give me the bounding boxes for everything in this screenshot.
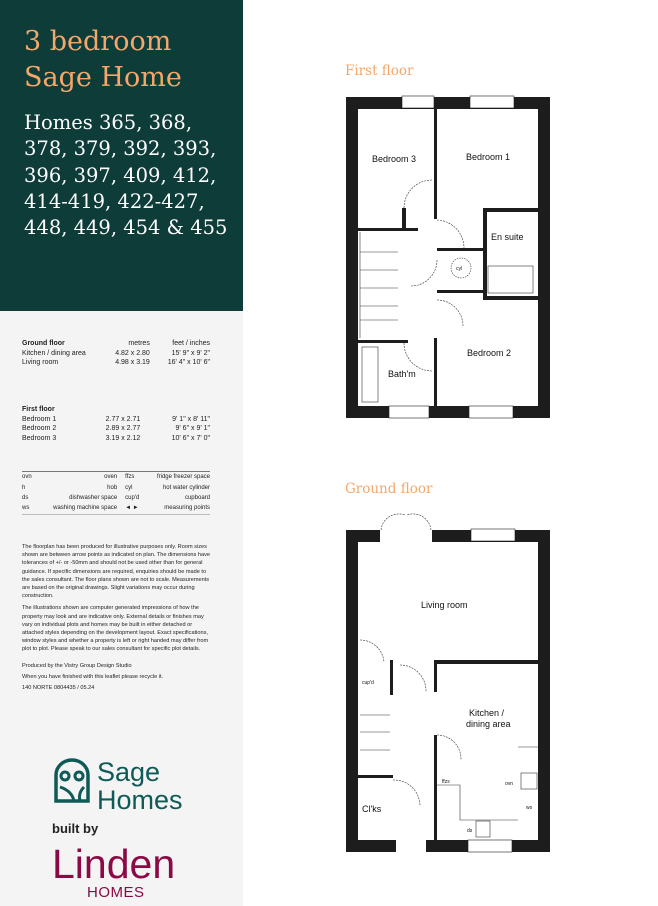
- header: metres: [128, 340, 150, 348]
- title-panel: [0, 0, 243, 311]
- room-label-kitchen: Kitchen /: [469, 708, 505, 718]
- room-label-bathroom: Bath'm: [388, 369, 416, 379]
- first-floor-plan: [346, 95, 550, 419]
- key-cell: oven: [104, 474, 118, 481]
- page-title: 3 bedroom Sage Home: [24, 24, 182, 96]
- room-label-bedroom-3: Bedroom 3: [372, 154, 416, 164]
- room-label-living-room: Living room: [421, 600, 468, 610]
- feet: 10' 6" x 7' 0": [171, 435, 210, 443]
- washing-machine-label: ws: [526, 805, 533, 811]
- linden-homes: HOMES: [87, 884, 145, 901]
- title-line: Sage Home: [24, 62, 182, 93]
- metres: 3.19 x 2.12: [105, 435, 141, 443]
- header: First floor: [22, 406, 55, 414]
- header: feet / inches: [172, 340, 210, 348]
- oven-label: ovn: [505, 781, 513, 787]
- room: Living room: [22, 359, 59, 367]
- room: Bedroom 1: [22, 415, 57, 423]
- key-cell: dishwasher space: [69, 494, 118, 501]
- title-line: 3 bedroom: [24, 26, 172, 57]
- key-cell: measuring points: [164, 505, 210, 512]
- key-cell: fridge freezer space: [156, 474, 210, 481]
- ground-floor-plan: [346, 528, 550, 853]
- note: The floorplan has been produced for illu…: [22, 544, 211, 600]
- room: Kitchen / dining area: [22, 349, 86, 357]
- feet: 9' 1" x 8' 11": [172, 415, 210, 423]
- owl-logo-icon: [54, 758, 90, 803]
- ground-floor-dimensions: Ground floor metres feet / inches Kitchen …: [22, 339, 210, 368]
- cylinder-label: cyl: [456, 266, 462, 272]
- homes-list: Homes 365, 368, 378, 379, 392, 393, 396,…: [24, 111, 228, 240]
- key-cell: hot water cylinder: [162, 484, 210, 491]
- cupboard-label: cup'd: [362, 680, 374, 686]
- key-cell: h: [22, 484, 26, 491]
- key-cell: ffzs: [125, 474, 135, 481]
- key-row: ovn oven ffzs fridge freezer space: [22, 472, 210, 483]
- produced-by: Produced by the Vistry Group Design Stud…: [22, 662, 132, 669]
- header: Ground floor: [22, 340, 65, 348]
- feet: 16' 4" x 10' 6": [167, 359, 210, 367]
- metres: 2.77 x 2.71: [105, 415, 141, 423]
- key-table: ovn oven ffzs fridge freezer space h hob cyl ho…: [22, 471, 210, 515]
- brand-text: Sage: [97, 757, 161, 787]
- key-cell: ovn: [22, 474, 32, 481]
- room-label-bedroom-2: Bedroom 2: [467, 348, 511, 358]
- built-by: built by: [52, 821, 99, 836]
- room-label-cloakroom: Cl'ks: [362, 804, 382, 814]
- note: The illustrations shown are computer gen…: [22, 605, 209, 653]
- key-row: ws washing machine space ◄ ► measuring poin…: [22, 503, 210, 514]
- key-cell: cyl: [125, 484, 133, 491]
- key-row: h hob cyl hot water cylinder: [22, 482, 210, 492]
- leaflet-code: 140 NORTE 0804435 / 05.24: [22, 685, 95, 692]
- first-floor-dimensions: First floor Bedroom 1 2.77 x 2.71 9' 1" x …: [22, 405, 210, 443]
- key-cell: ws: [22, 505, 30, 512]
- sage-homes-logo: Sage Homes: [97, 758, 183, 814]
- brand-text: Homes: [97, 785, 183, 815]
- room-label-en-suite: En suite: [491, 232, 524, 242]
- fridge-freezer-label: ffzs: [442, 779, 450, 785]
- metres: 4.98 x 3.19: [115, 359, 150, 367]
- key-cell: cup'd: [125, 494, 140, 501]
- room-label-dining-area: dining area: [466, 719, 511, 729]
- ground-floor-label: Ground floor: [345, 481, 433, 497]
- room-label-bedroom-1: Bedroom 1: [466, 152, 510, 162]
- info-panel: [0, 311, 243, 906]
- feet: 15' 9" x 9' 2": [171, 349, 210, 357]
- feet: 9' 6" x 9' 1": [175, 425, 211, 433]
- key-cell: cupboard: [184, 494, 210, 501]
- key-cell: hob: [107, 484, 118, 491]
- recycle-note: When you have finished with this leaflet…: [22, 673, 164, 680]
- metres: 4.82 x 2.80: [115, 349, 150, 357]
- ground-floor-rooms: Living room cup'd Kitchen / dining area …: [362, 600, 533, 834]
- room: Bedroom 2: [22, 425, 57, 433]
- metres: 2.89 x 2.77: [105, 425, 141, 433]
- key-row: ds dishwasher space cup'd cupboard: [22, 493, 210, 503]
- key-cell: washing machine space: [53, 505, 118, 512]
- disclaimer: The floorplan has been produced for illu…: [22, 543, 212, 692]
- first-floor-label: First floor: [345, 63, 414, 79]
- first-floor-rooms: Bedroom 3 Bedroom 1 En suite cyl Bedroom…: [372, 152, 524, 379]
- key-cell: ◄ ►: [125, 505, 139, 512]
- room: Bedroom 3: [22, 435, 57, 443]
- dishwasher-label: ds: [467, 828, 473, 834]
- key-cell: ds: [22, 494, 29, 501]
- linden-logo: Linden: [52, 841, 176, 887]
